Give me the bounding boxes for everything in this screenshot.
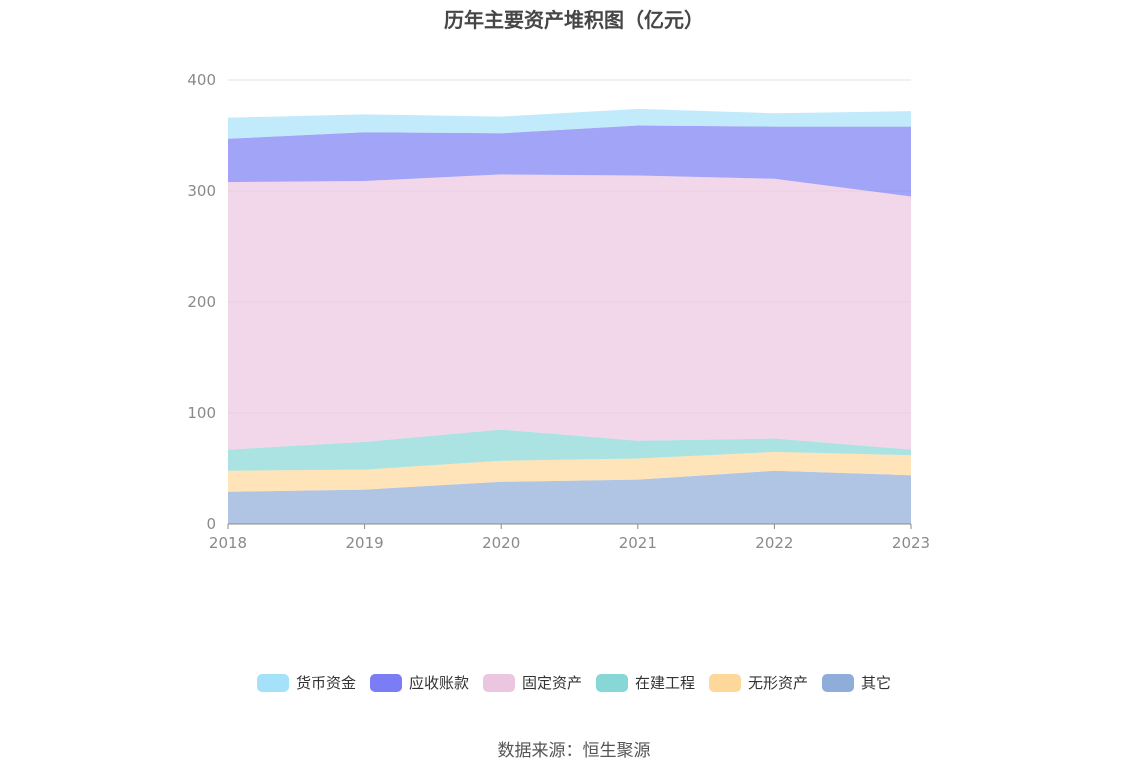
x-tick-label: 2018 [209, 534, 247, 552]
legend-swatch [369, 673, 402, 692]
chart-title: 历年主要资产堆积图（亿元） [444, 8, 704, 32]
area-应收账款[interactable] [228, 125, 911, 197]
data-source: 数据来源：恒生聚源 [497, 741, 651, 761]
legend-item[interactable]: 在建工程 [596, 672, 695, 693]
y-tick-label: 200 [187, 293, 216, 311]
area-其它[interactable] [228, 470, 911, 524]
legend-item[interactable]: 无形资产 [709, 672, 808, 693]
legend: 货币资金 应收账款 固定资产 在建工程 无形资产 其它 [0, 672, 1148, 693]
area-货币资金[interactable] [228, 108, 911, 139]
axes: 0 100 200 300 400 2018 2019 2020 2021 2022 2023 [187, 71, 930, 552]
legend-label: 无形资产 [748, 674, 809, 692]
legend-swatch [822, 673, 855, 692]
legend-swatch [482, 673, 515, 692]
legend-swatch [256, 673, 289, 692]
area-无形资产[interactable] [228, 451, 911, 492]
legend-label: 货币资金 [295, 674, 356, 692]
area-在建工程[interactable] [228, 429, 911, 471]
legend-swatch [709, 673, 742, 692]
x-tick-label: 2021 [619, 534, 657, 552]
x-tick-label: 2019 [346, 534, 384, 552]
y-tick-label: 400 [187, 71, 216, 89]
area-固定资产[interactable] [228, 174, 911, 450]
y-tick-label: 300 [187, 182, 216, 200]
legend-label: 应收账款 [408, 674, 469, 692]
legend-item[interactable]: 应收账款 [369, 672, 469, 693]
legend-label: 固定资产 [521, 674, 582, 692]
legend-label: 其它 [861, 674, 892, 692]
x-tick-label: 2020 [482, 534, 520, 552]
y-tick-label: 0 [206, 515, 216, 533]
area-series [228, 108, 911, 524]
y-tick-label: 100 [187, 404, 216, 422]
legend-swatch [596, 673, 628, 692]
x-tick-label: 2022 [755, 534, 793, 552]
x-tick-label: 2023 [892, 534, 930, 552]
legend-item[interactable]: 货币资金 [256, 672, 356, 693]
legend-item[interactable]: 固定资产 [482, 672, 582, 693]
legend-label: 在建工程 [635, 674, 696, 692]
legend-item[interactable]: 其它 [822, 672, 891, 693]
